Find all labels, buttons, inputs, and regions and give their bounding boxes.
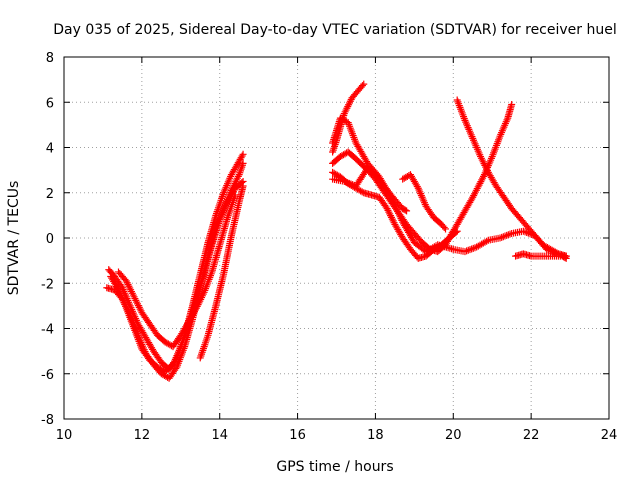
chart-title: Day 035 of 2025, Sidereal Day-to-day VTE… [53,22,616,38]
x-tick-label: 16 [289,428,306,443]
data-point [463,247,471,255]
x-tick-label: 20 [445,428,462,443]
data-point [503,231,511,239]
data-point [461,248,469,256]
y-tick-label: -6 [41,368,54,383]
data-point [561,254,569,262]
data-point [562,254,570,262]
x-tick-label: 18 [367,428,384,443]
data-point [501,232,509,240]
data-point [239,159,247,167]
data-point [506,230,514,238]
data-point [114,284,122,292]
data-point [413,183,421,191]
series-arc-10 [329,164,411,215]
x-axis-ticks: 10 12 14 16 18 20 22 24 [56,57,618,443]
series-arc-5 [196,182,247,362]
data-point [471,244,479,252]
data-point [466,246,474,254]
data-point [360,80,368,88]
y-tick-label: 6 [46,96,54,111]
data-point [347,180,355,188]
x-tick-label: 24 [601,428,618,443]
data-point [469,244,477,252]
y-axis-ticks: -8 -6 -4 -2 0 2 4 6 8 [41,51,609,428]
data-point [239,150,247,158]
data-point [464,246,472,254]
data-point [358,188,366,196]
data-point [342,178,350,186]
y-tick-label: -2 [41,277,54,292]
data-point [508,101,516,109]
data-point [238,179,246,187]
series-arc-14 [512,250,570,262]
data-point [344,179,352,187]
series-arc-13 [445,101,516,242]
data-point [442,225,449,233]
y-tick-label: 0 [46,232,54,247]
data-point [238,152,246,160]
data-point [496,234,504,242]
data-point [519,227,527,235]
series-arc-6 [329,80,368,156]
data-point [358,82,366,90]
data-point [340,177,348,185]
data-point [239,182,247,190]
data-point [521,228,529,236]
data-point [499,233,507,241]
x-axis-label: GPS time / hours [276,459,393,475]
x-tick-label: 12 [134,428,151,443]
y-tick-label: 8 [46,51,54,66]
data-point [504,231,512,239]
chart-grid [64,57,609,419]
data-point [401,206,409,214]
x-tick-label: 14 [211,428,228,443]
y-tick-label: 4 [46,142,54,157]
y-axis-label: SDTVAR / TECUs [6,181,22,296]
data-point [403,207,411,215]
y-tick-label: 2 [46,187,54,202]
data-point [498,233,506,241]
x-tick-label: 22 [523,428,540,443]
y-tick-label: -8 [41,413,54,428]
data-points [103,80,570,382]
series-arc-8 [329,148,457,256]
data-point [440,223,448,231]
data-point [483,237,491,245]
y-tick-label: -4 [41,323,54,338]
series-arc-11 [399,171,449,233]
data-point [345,179,353,187]
x-tick-label: 10 [56,428,73,443]
data-point [468,245,476,253]
